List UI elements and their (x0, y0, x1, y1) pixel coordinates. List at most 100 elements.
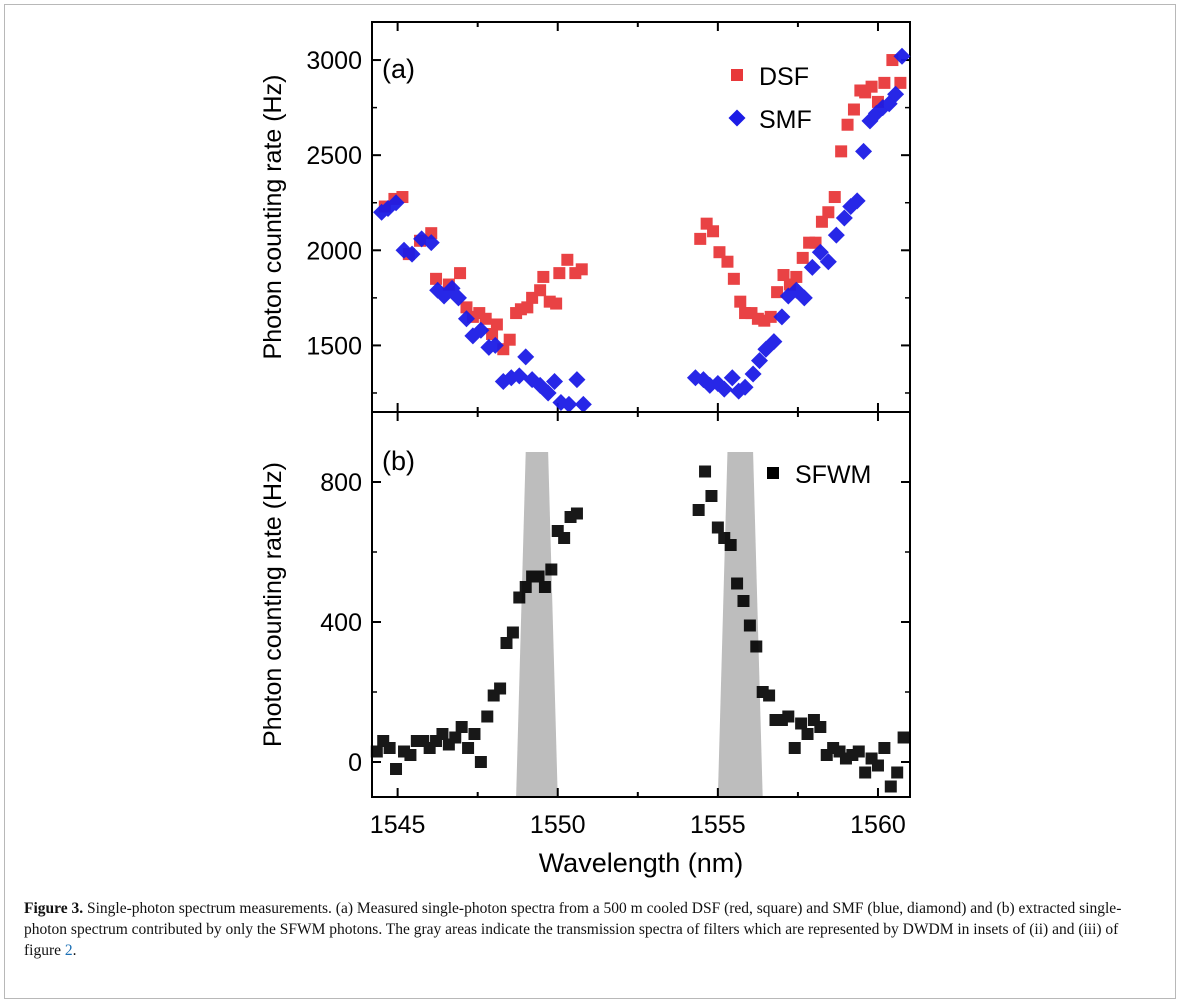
point-dsf (764, 310, 777, 323)
point-smf (546, 373, 564, 391)
point-dsf (521, 301, 534, 314)
point-dsf (878, 76, 891, 89)
point-dsf (490, 318, 503, 331)
point-smf (736, 378, 754, 396)
panel-b: 0 400 800 1545 1550 1555 1560 Photon counting r… (259, 411, 911, 839)
point-smf (502, 369, 520, 387)
point-smf (765, 333, 783, 351)
panel-label: (b) (382, 446, 415, 476)
point-smf (750, 352, 768, 370)
point-smf (387, 194, 405, 212)
x-tick-label: 1555 (690, 811, 746, 839)
point-smf (568, 371, 586, 389)
point-sfwm (436, 728, 449, 740)
y-tick-label: 2000 (306, 237, 362, 265)
point-smf (893, 47, 911, 65)
caption-figure-link[interactable]: 2 (64, 942, 73, 959)
point-sfwm (449, 731, 462, 744)
panel-label: (a) (382, 54, 415, 84)
point-sfwm (897, 731, 910, 744)
point-dsf (771, 286, 784, 299)
legend-marker-smf (728, 109, 746, 127)
legend-label-dsf: DSF (759, 63, 809, 91)
point-sfwm (692, 504, 705, 516)
legend-label-sfwm: SFWM (795, 461, 871, 489)
point-dsf (486, 328, 499, 340)
caption-label: Figure 3. (24, 900, 84, 917)
point-dsf (828, 191, 841, 204)
point-sfwm (370, 745, 383, 758)
point-smf (510, 367, 528, 385)
point-sfwm (814, 721, 827, 733)
point-sfwm (782, 710, 795, 723)
x-axis-label: Wavelength (nm) (539, 848, 744, 878)
point-sfwm (878, 742, 891, 754)
point-sfwm (383, 742, 396, 754)
point-dsf (694, 232, 707, 245)
point-dsf (796, 251, 809, 264)
point-dsf (865, 80, 878, 93)
point-sfwm (750, 640, 763, 653)
y-tick-label: 400 (320, 609, 362, 637)
point-dsf (534, 284, 547, 297)
point-sfwm (788, 742, 801, 754)
point-sfwm (763, 689, 776, 702)
x-tick-label: 1550 (530, 811, 586, 839)
series-dsf (378, 54, 907, 356)
point-sfwm (538, 581, 551, 593)
point-dsf (815, 215, 828, 228)
point-sfwm (455, 721, 468, 733)
point-sfwm (519, 581, 532, 593)
point-smf (827, 226, 845, 244)
point-sfwm (404, 749, 417, 761)
point-sfwm (711, 521, 724, 534)
point-smf (449, 289, 467, 307)
point-dsf (561, 253, 574, 266)
point-dsf (503, 333, 516, 346)
point-smf (803, 258, 821, 276)
point-smf (855, 142, 873, 160)
point-sfwm (513, 591, 526, 604)
point-sfwm (468, 728, 481, 740)
point-smf (715, 380, 733, 398)
figure-chart: 1500 2000 2500 3000 Photon counting rate (Hz… (259, 21, 911, 878)
point-dsf (894, 76, 907, 89)
point-dsf (460, 301, 473, 314)
point-sfwm (705, 490, 718, 502)
filter-band-2 (717, 452, 763, 797)
point-sfwm (699, 465, 712, 478)
y-tick-label: 3000 (306, 47, 362, 75)
point-smf (517, 348, 535, 366)
point-sfwm (737, 595, 750, 607)
y-axis-label: Photon counting rate (Hz) (259, 75, 287, 360)
point-smf (574, 395, 592, 413)
caption-text: Single-photon spectrum measurements. (a)… (24, 900, 1122, 959)
point-dsf (713, 246, 726, 259)
point-smf (795, 289, 813, 307)
point-smf (887, 85, 905, 103)
point-dsf (790, 270, 803, 283)
point-dsf (707, 225, 720, 238)
plot-frame (371, 411, 911, 798)
legend-marker-dsf (731, 69, 743, 81)
x-tick-label: 1545 (370, 811, 426, 839)
point-dsf (822, 206, 835, 219)
point-dsf (479, 312, 492, 325)
panel-a: 1500 2000 2500 3000 Photon counting rate (Hz… (259, 21, 911, 413)
point-smf (539, 384, 557, 402)
y-tick-label: 1500 (306, 332, 362, 360)
point-dsf (734, 295, 747, 308)
point-sfwm (801, 728, 814, 740)
point-smf (422, 234, 440, 252)
point-sfwm (884, 780, 897, 793)
series-sfwm (370, 465, 910, 793)
caption-text-end: . (72, 942, 77, 959)
point-sfwm (481, 710, 494, 723)
point-dsf (721, 255, 734, 268)
point-sfwm (500, 637, 513, 649)
x-tick-label: 1560 (850, 811, 906, 839)
figure-frame (4, 4, 1176, 999)
legend-label-smf: SMF (759, 106, 812, 134)
point-dsf (835, 145, 848, 158)
point-sfwm (731, 577, 744, 590)
